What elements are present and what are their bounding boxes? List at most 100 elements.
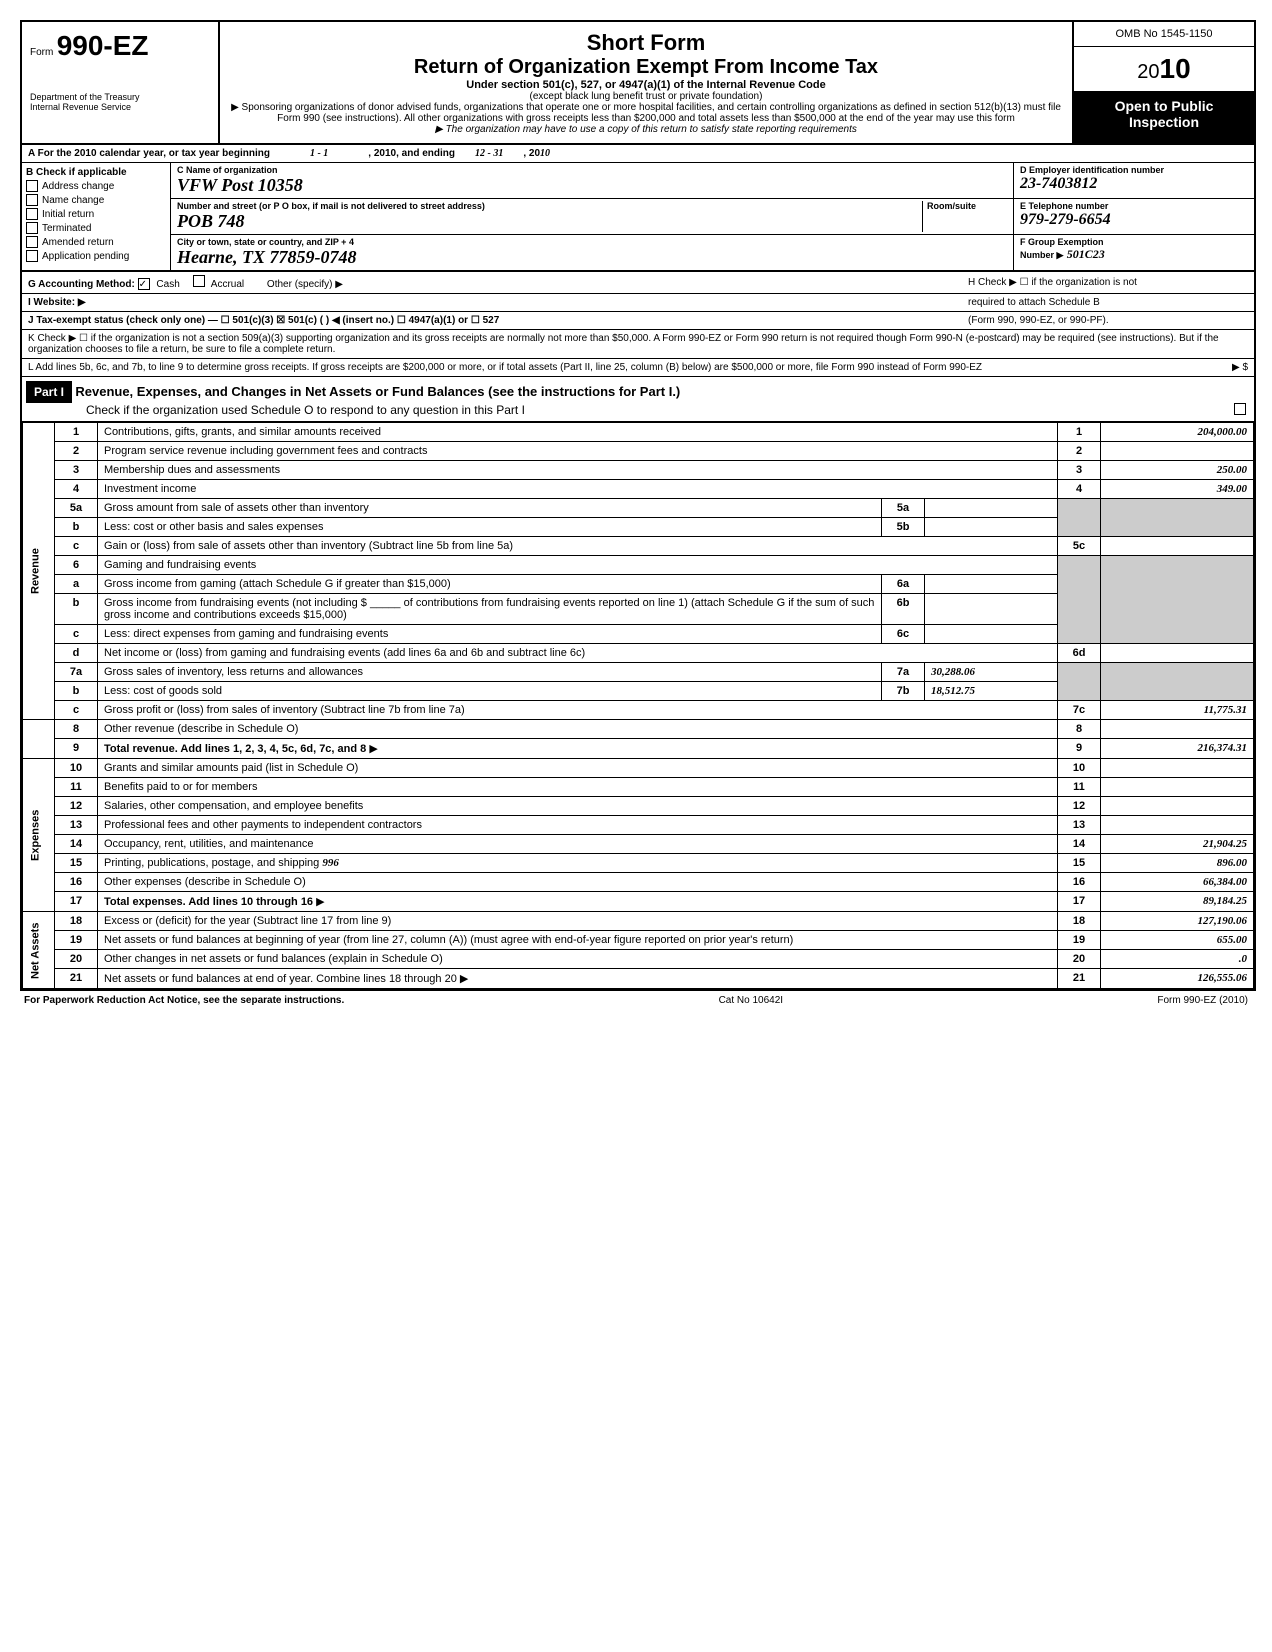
amount-num: 5c [1058, 537, 1101, 556]
checkbox-icon [26, 236, 38, 248]
cb-schedule-o[interactable] [1234, 403, 1246, 415]
org-name: VFW Post 10358 [177, 175, 1007, 196]
city-label: City or town, state or country, and ZIP … [177, 237, 1007, 247]
revenue-side-cont [23, 720, 55, 759]
amount-num: 18 [1058, 912, 1101, 931]
k-label: K Check ▶ ☐ if the organization is not a… [28, 333, 1248, 355]
arrow-icon: ▶ [460, 973, 468, 985]
section-b-label: B Check if applicable [26, 167, 127, 178]
section-f: F Group Exemption Number ▶ 501C23 [1014, 235, 1254, 270]
line-desc: Total expenses. Add lines 10 through 16 … [98, 892, 1058, 912]
city-row: City or town, state or country, and ZIP … [171, 235, 1013, 270]
addr-row: Number and street (or P O box, if mail i… [171, 199, 1013, 235]
open-public-2: Inspection [1080, 114, 1248, 130]
line-num: 16 [55, 873, 98, 892]
form-990ez: Form 990-EZ Department of the Treasury I… [20, 20, 1256, 991]
checkbox-icon [26, 222, 38, 234]
line-desc: Gross income from fundraising events (no… [98, 594, 882, 625]
shaded [1058, 499, 1101, 537]
cb-name-change[interactable]: Name change [26, 194, 166, 206]
section-j: J Tax-exempt status (check only one) — ☐… [22, 312, 1254, 330]
line-num: d [55, 644, 98, 663]
line-num: 12 [55, 797, 98, 816]
line-desc: Net income or (loss) from gaming and fun… [98, 644, 1058, 663]
dept-treasury: Department of the Treasury [30, 92, 210, 102]
line-num: 8 [55, 720, 98, 739]
line-desc: Professional fees and other payments to … [98, 816, 1058, 835]
line-5c-val [1101, 537, 1254, 556]
line-21-desc: Net assets or fund balances at end of ye… [104, 973, 457, 985]
amount-num: 19 [1058, 931, 1101, 950]
h-label3: (Form 990, 990-EZ, or 990-PF). [968, 315, 1248, 326]
shaded [1101, 663, 1254, 701]
sub-val [925, 499, 1058, 518]
amount-num: 20 [1058, 950, 1101, 969]
line-desc: Net assets or fund balances at beginning… [98, 931, 1058, 950]
subtitle: Under section 501(c), 527, or 4947(a)(1)… [228, 79, 1064, 91]
sub-num: 5b [882, 518, 925, 537]
return-title: Return of Organization Exempt From Incom… [228, 56, 1064, 79]
cb-address-change[interactable]: Address change [26, 180, 166, 192]
line-17-desc: Total expenses. Add lines 10 through 16 [104, 896, 313, 908]
cb-pending[interactable]: Application pending [26, 250, 166, 262]
line-desc: Less: direct expenses from gaming and fu… [98, 625, 882, 644]
cb-terminated[interactable]: Terminated [26, 222, 166, 234]
cb-cash[interactable]: ✓ [138, 278, 150, 290]
section-i: I Website: ▶ required to attach Schedule… [22, 294, 1254, 312]
line-desc: Total revenue. Add lines 1, 2, 3, 4, 5c,… [98, 739, 1058, 759]
header-center: Short Form Return of Organization Exempt… [220, 22, 1072, 143]
section-b: B Check if applicable Address change Nam… [22, 163, 171, 270]
city-value: Hearne, TX 77859-0748 [177, 247, 1007, 268]
line-15-desc: Printing, publications, postage, and shi… [104, 857, 319, 869]
line-desc: Occupancy, rent, utilities, and maintena… [98, 835, 1058, 854]
checkbox-icon [26, 180, 38, 192]
cb-initial-return[interactable]: Initial return [26, 208, 166, 220]
section-c: C Name of organization VFW Post 10358 Nu… [171, 163, 1013, 270]
amount-num: 13 [1058, 816, 1101, 835]
section-a-end2: , 20 [523, 148, 540, 159]
sub-val [925, 625, 1058, 644]
form-prefix: Form [30, 47, 53, 58]
org-name-row: C Name of organization VFW Post 10358 [171, 163, 1013, 199]
other-label: Other (specify) ▶ [267, 279, 343, 290]
line-num: 10 [55, 759, 98, 778]
line-desc: Membership dues and assessments [98, 461, 1058, 480]
line-desc: Other revenue (describe in Schedule O) [98, 720, 1058, 739]
amount-num: 2 [1058, 442, 1101, 461]
header-row: Form 990-EZ Department of the Treasury I… [22, 22, 1254, 145]
part1-header-row: Part I Revenue, Expenses, and Changes in… [22, 377, 1254, 422]
info-grid: B Check if applicable Address change Nam… [22, 163, 1254, 272]
line-num: 20 [55, 950, 98, 969]
line-6d-val [1101, 644, 1254, 663]
checkbox-icon [26, 250, 38, 262]
header-left: Form 990-EZ Department of the Treasury I… [22, 22, 220, 143]
sub-val [925, 575, 1058, 594]
f-label: F Group Exemption [1020, 237, 1248, 247]
sub-num: 6a [882, 575, 925, 594]
open-public-1: Open to Public [1080, 98, 1248, 114]
amount-num: 9 [1058, 739, 1101, 759]
year-suffix: 10 [1160, 53, 1191, 84]
cb-accrual[interactable] [193, 275, 205, 287]
header-right: OMB No 1545-1150 2010 Open to Public Ins… [1072, 22, 1254, 143]
line-num: 19 [55, 931, 98, 950]
line-num: c [55, 537, 98, 556]
subtitle2: (except black lung benefit trust or priv… [228, 91, 1064, 102]
cb-label: Address change [42, 181, 114, 192]
line-num: 4 [55, 480, 98, 499]
sub-num: 5a [882, 499, 925, 518]
footer-right: Form 990-EZ (2010) [1157, 995, 1248, 1006]
line-13-val [1101, 816, 1254, 835]
part1-subtitle: Check if the organization used Schedule … [26, 403, 1250, 417]
section-e: E Telephone number 979-279-6654 [1014, 199, 1254, 235]
line-desc: Other changes in net assets or fund bala… [98, 950, 1058, 969]
section-a: A For the 2010 calendar year, or tax yea… [22, 145, 1254, 163]
g-label: G Accounting Method: [28, 279, 135, 290]
part1-badge: Part I [26, 381, 72, 403]
cb-amended[interactable]: Amended return [26, 236, 166, 248]
sub-val [925, 594, 1058, 625]
footer: For Paperwork Reduction Act Notice, see … [20, 991, 1252, 1010]
line-3-val: 250.00 [1101, 461, 1254, 480]
amount-num: 11 [1058, 778, 1101, 797]
line-desc: Net assets or fund balances at end of ye… [98, 969, 1058, 989]
